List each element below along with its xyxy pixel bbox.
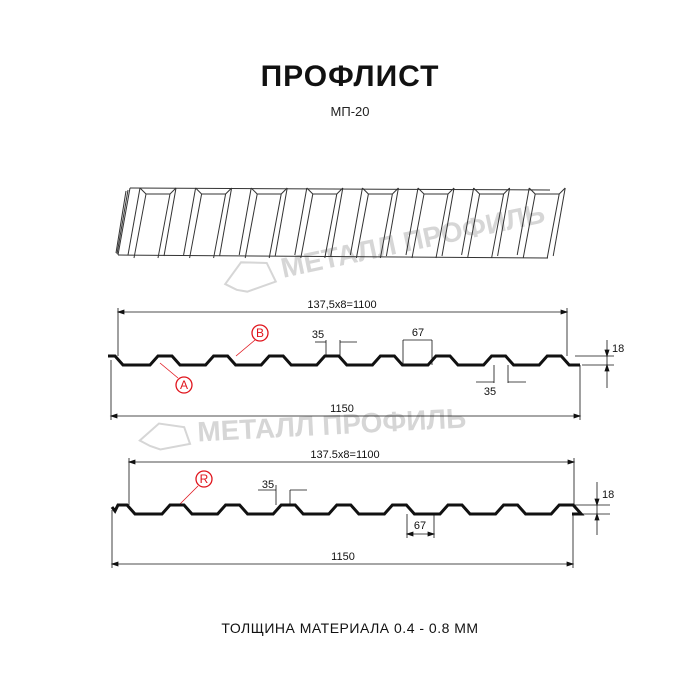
sheet-edge-line (467, 193, 481, 259)
sheet-edge-line (405, 187, 419, 256)
sheet-edge-line (280, 187, 288, 195)
sheet-3d-view (115, 187, 566, 259)
sheet-edge-line (330, 187, 344, 257)
marker-b: B (256, 326, 264, 340)
sheet-edge-line (355, 193, 369, 259)
sheet-edge-line (435, 193, 449, 259)
sheet-edge-line (219, 187, 233, 257)
sheet-edge-line (127, 187, 141, 256)
profile-2-top-width-label: 35 (262, 479, 274, 491)
marker-a: A (180, 378, 188, 392)
sheet-edge-line (115, 190, 127, 254)
page-subtitle: МП-20 (330, 104, 370, 119)
sheet-edge-line (379, 193, 393, 259)
sheet-edge-line (294, 187, 308, 256)
sheet-edge-line (411, 193, 425, 259)
profile-1-total-label: 1150 (330, 403, 354, 415)
sheet-edge-line (324, 193, 338, 259)
sheet-edge-line (244, 193, 258, 259)
sheet-edge-line (129, 187, 551, 191)
sheet-edge-line (503, 187, 510, 195)
marker-r: R (200, 472, 209, 486)
sheet-edge-line (169, 187, 177, 195)
profile-1-shape (108, 354, 580, 367)
sheet-edge-line (461, 187, 475, 256)
sheet-edge-line (300, 193, 314, 259)
sheet-edge-line (558, 187, 566, 195)
sheet-edge-line (213, 193, 227, 259)
sheet-edge-line (546, 193, 560, 259)
sheet-edge-line (238, 187, 252, 256)
sheet-edge-line (133, 193, 147, 259)
profile-2-height-label: 18 (602, 489, 614, 501)
sheet-edge-line (385, 187, 399, 257)
profile-2-shape (110, 503, 585, 516)
profile-2-pitch-label: 137.5x8=1100 (310, 449, 379, 461)
profile-1-bottom-width-label: 35 (484, 386, 496, 398)
profile-1-rib-base-label: 67 (412, 327, 424, 339)
material-thickness-note: ТОЛЩИНА МАТЕРИАЛА 0.4 - 0.8 ММ (221, 620, 479, 636)
sheet-edge-line (349, 187, 363, 256)
sheet-edge-line (225, 187, 232, 195)
watermark-2: МЕТАЛЛ ПРОФИЛЬ (138, 402, 467, 451)
sheet-edge-line (306, 187, 314, 195)
sheet-edge-line (491, 193, 505, 259)
sheet-edge-line (274, 187, 288, 257)
sheet-edge-line (362, 187, 369, 195)
sheet-edge-line (497, 187, 511, 257)
sheet-edge-line (516, 187, 530, 256)
sheet-edge-line (116, 189, 129, 255)
sheet-edge-line (117, 187, 131, 256)
sheet-edge-line (473, 187, 480, 195)
sheet-edge-line (522, 193, 536, 259)
sheet-edge-line (336, 187, 344, 195)
sheet-edge-line (392, 187, 399, 195)
sheet-edge-line (268, 193, 282, 259)
sheet-edge-line (528, 187, 536, 195)
profile-1-top-width-label: 35 (312, 329, 324, 341)
page-title: ПРОФЛИСТ (260, 60, 440, 93)
sheet-edge-line (183, 187, 197, 256)
profile-1-height-label: 18 (612, 343, 624, 355)
sheet-edge-line (139, 187, 147, 195)
sheet-edge-line (163, 187, 177, 257)
sheet-edge-line (189, 193, 203, 259)
profile-2-drawing (110, 458, 610, 568)
profile-2-total-label: 1150 (331, 551, 355, 563)
watermark-1: МЕТАЛЛ ПРОФИЛЬ (223, 198, 548, 293)
watermark-text: МЕТАЛЛ ПРОФИЛЬ (278, 198, 548, 284)
sheet-edge-line (417, 187, 425, 195)
profile-2-rib-base-label: 67 (414, 520, 426, 532)
sheet-edge-line (447, 187, 455, 195)
profile-1-drawing (109, 308, 614, 420)
profile-1-pitch-label: 137,5x8=1100 (307, 299, 376, 311)
sheet-edge-line (552, 187, 566, 257)
sheet-edge-line (157, 193, 171, 259)
watermark-logo-icon (223, 261, 278, 293)
sheet-edge-line (250, 187, 258, 195)
sheet-edge-line (195, 187, 202, 195)
sheet-edge-line (441, 187, 455, 257)
watermark-logo-icon (138, 422, 192, 451)
